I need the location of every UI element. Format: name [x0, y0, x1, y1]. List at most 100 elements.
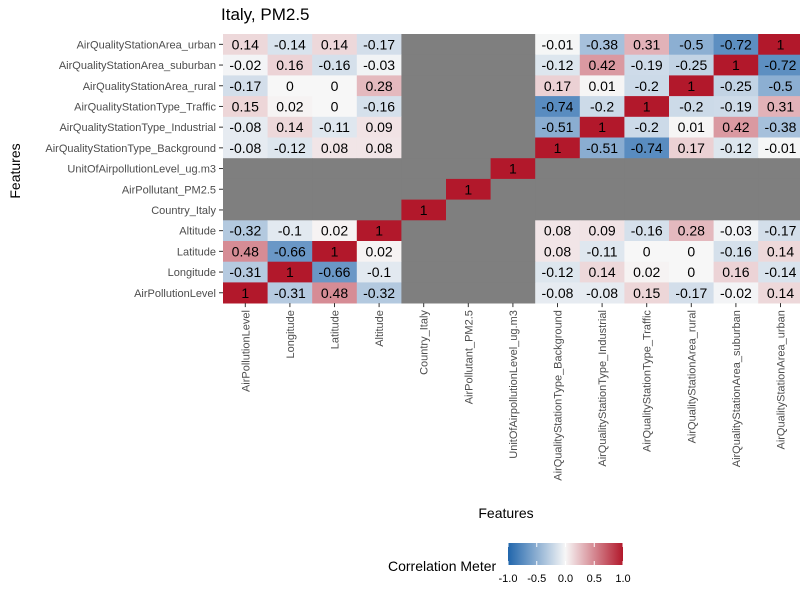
cell-value-label: -0.5 — [768, 78, 792, 94]
heatmap-cell — [579, 261, 625, 283]
legend-tick-label: -0.5 — [527, 573, 546, 585]
x-tick-label: Longitude — [285, 310, 297, 358]
heatmap-cell — [669, 178, 714, 200]
heatmap-cell — [356, 220, 402, 242]
heatmap-cell — [446, 116, 491, 138]
heatmap-cell — [624, 96, 670, 118]
cell-value-label: 1 — [286, 264, 294, 280]
heatmap-cell — [446, 54, 491, 76]
heatmap-cell — [713, 116, 759, 138]
heatmap-cell — [713, 96, 759, 118]
heatmap-cell — [758, 137, 800, 159]
heatmap-cell — [713, 158, 759, 180]
cell-value-label: -0.2 — [590, 98, 614, 114]
heatmap-cell — [713, 54, 759, 76]
heatmap-cell — [446, 282, 491, 304]
cell-value-label: -0.16 — [720, 243, 752, 259]
heatmap-cell — [490, 178, 536, 200]
heatmap-cell — [713, 282, 759, 304]
heatmap-cell — [446, 96, 491, 118]
heatmap-cell — [401, 241, 447, 263]
heatmap-cell — [401, 178, 447, 200]
cell-value-label: 0 — [286, 78, 294, 94]
heatmap-cell — [490, 158, 536, 180]
cell-value-label: -0.03 — [363, 57, 395, 73]
heatmap-cell — [267, 261, 313, 283]
cell-value-label: -0.66 — [319, 264, 351, 280]
x-tick-label: Country_Italy — [419, 310, 431, 375]
cell-value-label: 1 — [777, 36, 785, 52]
heatmap-cell — [490, 75, 536, 97]
heatmap-cell — [758, 34, 800, 56]
cell-value-label: -0.1 — [278, 223, 302, 239]
cell-value-label: 0 — [331, 98, 339, 114]
cell-value-label: -0.01 — [765, 140, 797, 156]
heatmap-cell — [223, 54, 268, 76]
heatmap-cell — [579, 220, 625, 242]
heatmap-cell — [490, 54, 536, 76]
cell-value-label: 0.31 — [633, 36, 660, 52]
heatmap-cell — [579, 241, 625, 263]
heatmap-cell — [490, 137, 536, 159]
heatmap-cell — [758, 158, 800, 180]
cell-value-label: 0.02 — [633, 264, 660, 280]
x-tick-label: AirPollutant_PM2.5 — [463, 310, 475, 404]
heatmap-cell — [535, 199, 581, 221]
heatmap-cell — [624, 199, 670, 221]
heatmap-cell — [579, 137, 625, 159]
heatmap-cell — [713, 75, 759, 97]
cell-value-label: -0.25 — [720, 78, 752, 94]
heatmap-cell — [624, 220, 670, 242]
heatmap-cell — [223, 116, 268, 138]
heatmap-cell — [356, 34, 402, 56]
cell-value-label: 1 — [241, 285, 249, 301]
y-tick-label: AirPollutionLevel — [134, 288, 216, 300]
heatmap-cell — [267, 178, 313, 200]
cell-value-label: 0.15 — [633, 285, 660, 301]
heatmap-cell — [669, 241, 714, 263]
heatmap-cell — [669, 54, 714, 76]
chart-title: Italy, PM2.5 — [221, 5, 310, 24]
heatmap-cell — [535, 137, 581, 159]
y-tick-label: AirQualityStationType_Traffic — [74, 101, 216, 113]
heatmap-cell — [624, 241, 670, 263]
cell-value-label: -0.11 — [587, 243, 618, 259]
heatmap-cell — [535, 75, 581, 97]
cell-value-label: 0.16 — [276, 57, 303, 73]
heatmap-cell — [446, 220, 491, 242]
cell-value-label: -0.08 — [229, 140, 261, 156]
cell-value-label: -0.1 — [367, 264, 391, 280]
heatmap-cell — [401, 261, 447, 283]
x-axis-labels: AirPollutionLevel Longitude Latitude Altitu… — [240, 303, 788, 481]
heatmap-cell — [579, 54, 625, 76]
cell-value-label: 1 — [687, 78, 695, 94]
heatmap-cell — [356, 199, 402, 221]
heatmap-cell — [535, 241, 581, 263]
heatmap-cell — [624, 34, 670, 56]
heatmap-cell — [446, 241, 491, 263]
cell-value-label: 0.08 — [365, 140, 392, 156]
heatmap-cell — [267, 75, 313, 97]
heatmap-cell — [223, 261, 268, 283]
cell-value-label: 0.14 — [767, 243, 794, 259]
cell-value-label: 0.14 — [232, 36, 259, 52]
heatmap-cell — [223, 75, 268, 97]
cell-value-label: 0.08 — [544, 223, 571, 239]
cell-value-label: 0.31 — [767, 98, 794, 114]
heatmap-cell — [446, 261, 491, 283]
heatmap-cell — [267, 96, 313, 118]
heatmap-cell — [356, 75, 402, 97]
heatmap-cell — [223, 137, 268, 159]
cell-value-label: 1 — [643, 98, 651, 114]
cell-value-label: -0.16 — [363, 98, 395, 114]
heatmap-cell — [312, 178, 358, 200]
heatmap-cell — [312, 220, 358, 242]
cell-value-label: -0.72 — [720, 36, 752, 52]
heatmap-cell — [446, 75, 491, 97]
heatmap-cell — [713, 220, 759, 242]
x-tick-label: Latitude — [330, 310, 342, 349]
cell-value-label: 0.42 — [588, 57, 615, 73]
cell-value-label: -0.19 — [631, 57, 663, 73]
heatmap-cell — [356, 116, 402, 138]
